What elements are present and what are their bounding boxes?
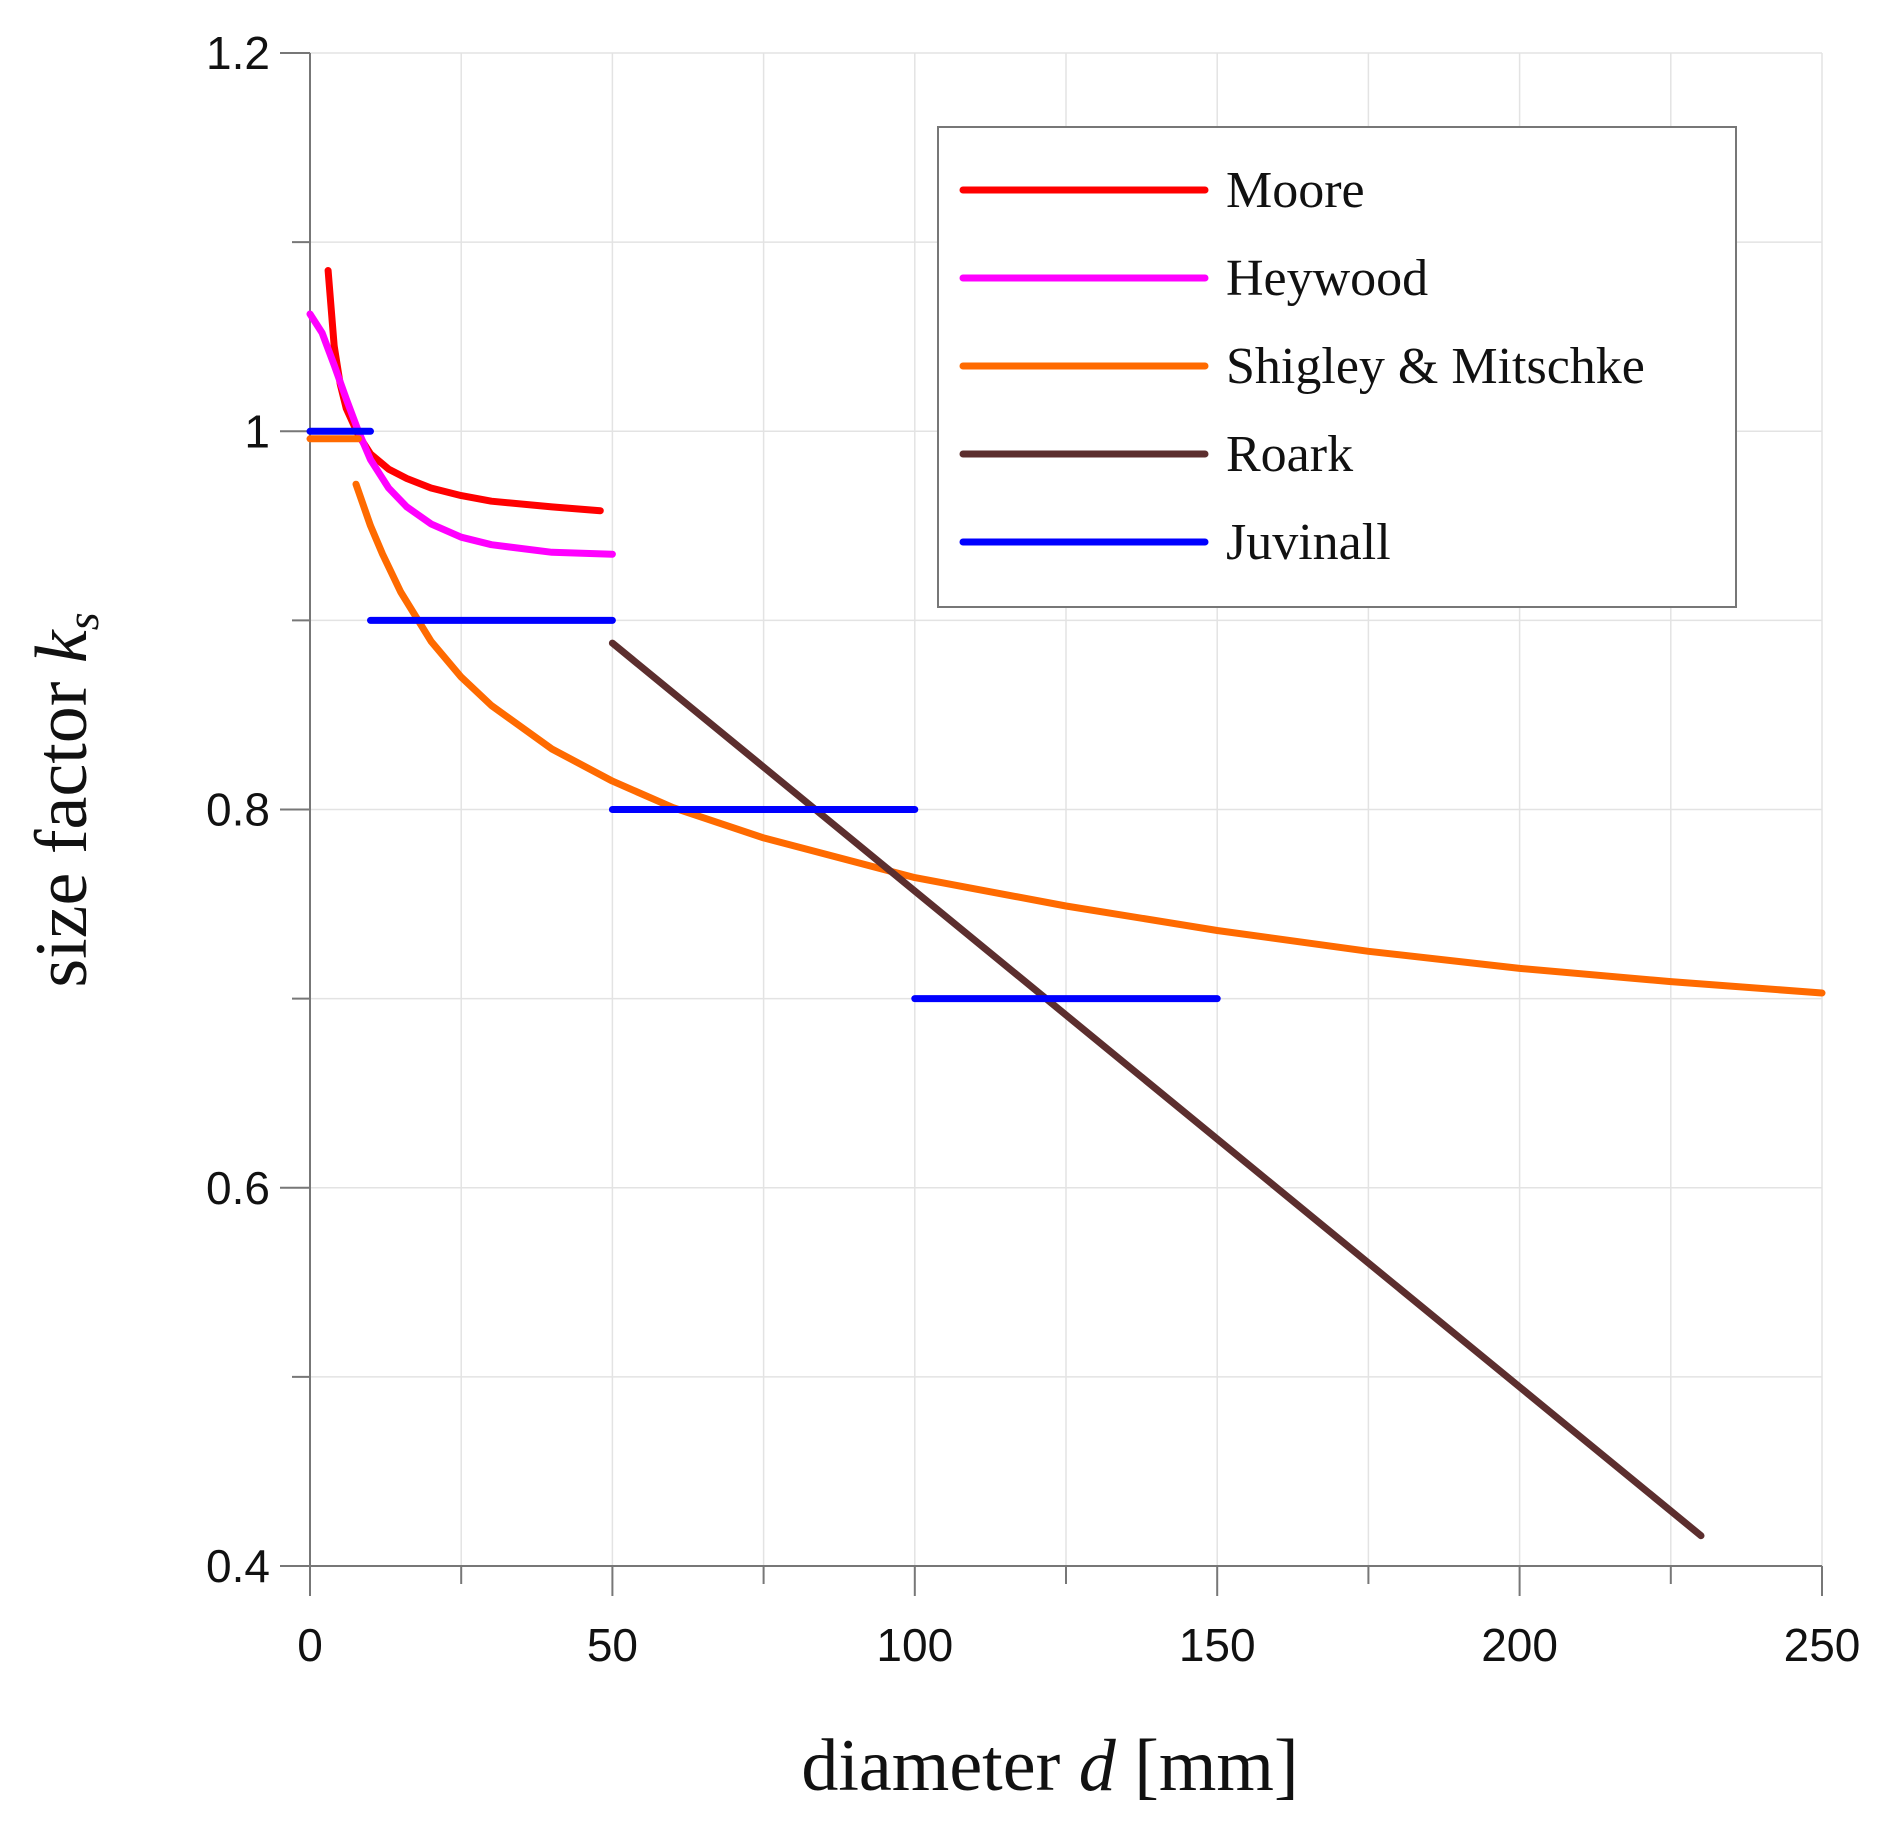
- x-axis-title-var: d: [1079, 1725, 1117, 1807]
- x-axis-title-main: diameter: [801, 1725, 1060, 1807]
- y-tick-label: 0.8: [206, 784, 270, 836]
- y-tick-label: 0.6: [206, 1162, 270, 1214]
- y-axis-title-sub: s: [57, 612, 108, 630]
- y-axis-title: size factor ks: [21, 612, 108, 987]
- y-tick-label: 1: [244, 405, 270, 457]
- series-line-moore: [324, 267, 604, 515]
- x-tick-label: 0: [297, 1619, 323, 1671]
- series-line-shigley-mitschke: [352, 480, 1826, 997]
- series-group: [306, 267, 1826, 1540]
- series-line-heywood: [306, 310, 616, 558]
- series-line-roark: [608, 639, 1705, 1540]
- legend-label-roark: Roark: [1226, 426, 1353, 483]
- legend: Moore Heywood Shigley & Mitschke Roark Juvin…: [937, 126, 1737, 608]
- legend-label-heywood: Heywood: [1226, 250, 1428, 307]
- axes: [280, 52, 1823, 1596]
- x-tick-label: 100: [876, 1619, 953, 1671]
- x-tick-label: 150: [1179, 1619, 1256, 1671]
- legend-label-shigley-mitschke: Shigley & Mitschke: [1226, 338, 1645, 395]
- y-axis-title-main: size factor: [21, 682, 103, 988]
- tick-labels: 0 50 100 150 200 250 0.4 0.6 0.8 1 1.2: [206, 27, 1860, 1671]
- legend-label-moore: Moore: [1226, 162, 1365, 219]
- x-axis-title-unit: [mm]: [1134, 1725, 1298, 1807]
- y-tick-label: 0.4: [206, 1540, 270, 1592]
- x-axis-title: diameter d [mm]: [801, 1725, 1298, 1807]
- x-tick-label: 200: [1481, 1619, 1558, 1671]
- y-axis-title-var: k: [21, 629, 103, 663]
- x-tick-label: 50: [587, 1619, 638, 1671]
- legend-label-juvinall: Juvinall: [1226, 514, 1391, 571]
- x-tick-label: 250: [1784, 1619, 1861, 1671]
- y-tick-label: 1.2: [206, 27, 270, 79]
